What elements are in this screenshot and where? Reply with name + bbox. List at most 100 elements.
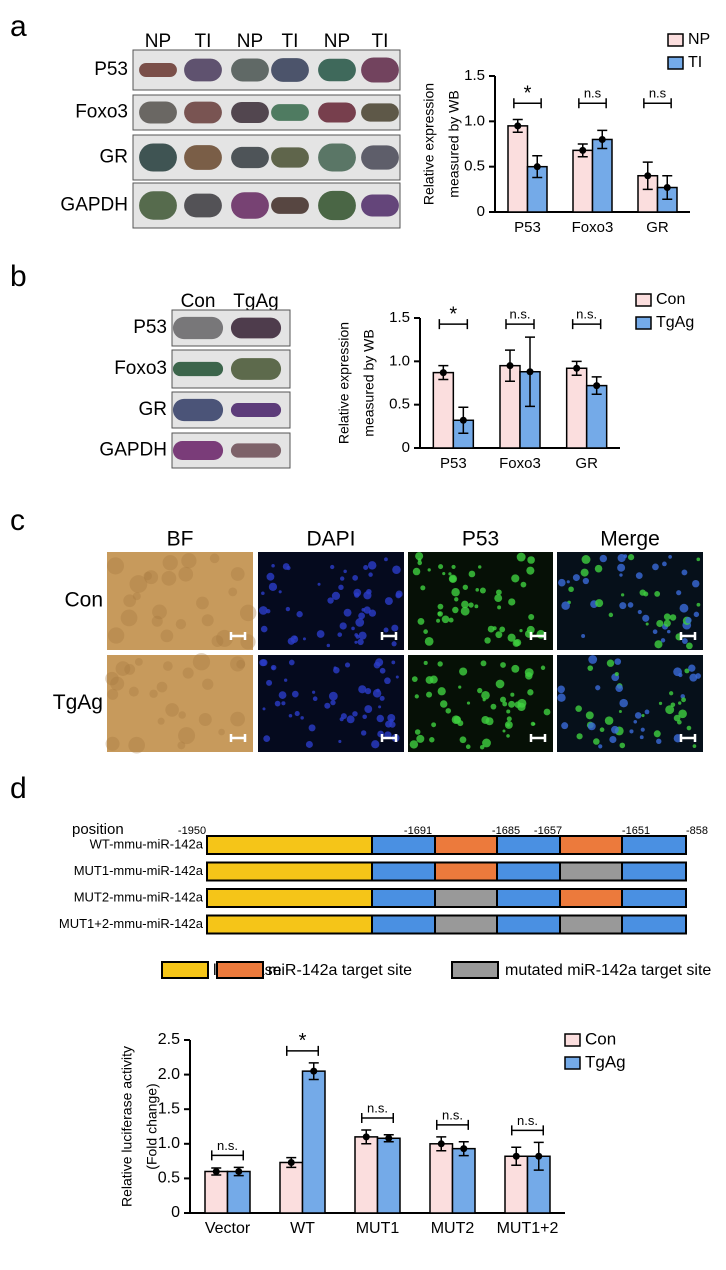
cell (230, 567, 245, 581)
cell (528, 614, 535, 621)
cell (371, 740, 380, 749)
cell (144, 570, 159, 585)
cell (627, 554, 635, 561)
cell (524, 668, 534, 677)
cell (693, 611, 700, 618)
cell (228, 587, 238, 597)
significance-bracket (513, 98, 542, 109)
blot-band (271, 147, 309, 168)
cell (420, 585, 426, 591)
cell (352, 711, 358, 717)
data-point (437, 1140, 445, 1148)
cell (378, 705, 382, 709)
x-tick-label: P53 (514, 219, 541, 236)
bar (572, 149, 594, 213)
cell (288, 713, 293, 718)
cell (497, 605, 502, 610)
cell (392, 565, 401, 574)
blot-band (172, 398, 224, 422)
cell (278, 590, 282, 594)
cell (557, 693, 566, 702)
cell (438, 564, 444, 570)
data-point (514, 122, 522, 130)
construct-segment (371, 888, 436, 908)
data-point (644, 172, 652, 180)
cell (379, 667, 386, 674)
legend-swatch (635, 293, 652, 307)
position-tick: -1657 (534, 825, 562, 837)
construct-label: WT-mmu-miR-142a (90, 836, 204, 851)
construct-segment (559, 835, 623, 855)
cell (466, 701, 471, 705)
significance-bracket (643, 98, 672, 109)
cell (281, 701, 286, 706)
cell (291, 690, 299, 698)
lane-label: TgAg (233, 291, 278, 312)
cell (151, 615, 163, 627)
x-tick-label: WT (290, 1220, 315, 1237)
cell (391, 624, 399, 632)
cell (218, 728, 225, 736)
column-label: Merge (600, 528, 660, 551)
legend-label: NP (688, 31, 710, 48)
x-tick-label: P53 (440, 455, 467, 472)
cell (258, 606, 268, 615)
cell (274, 700, 281, 707)
cell (499, 626, 506, 633)
y-tick-label: 1.5 (158, 1100, 180, 1117)
data-point (535, 1152, 543, 1160)
protein-label: GR (139, 399, 168, 420)
cell (582, 577, 590, 585)
cell (519, 628, 523, 633)
cell (128, 736, 145, 754)
cell (678, 701, 682, 705)
cell (510, 692, 515, 697)
cell (362, 714, 367, 720)
cell (333, 666, 340, 674)
cell (614, 658, 622, 665)
position-tick: -1651 (622, 825, 650, 837)
cell (368, 572, 373, 577)
cell (527, 689, 534, 696)
construct-segment (621, 888, 687, 908)
y-axis-label: Relative expression (421, 83, 437, 205)
cell (128, 686, 139, 697)
cell (618, 710, 622, 714)
cell (629, 729, 634, 734)
cell (308, 724, 316, 732)
y-tick-label: 1.0 (158, 1135, 180, 1152)
cell (595, 685, 601, 691)
blot-band (231, 58, 269, 82)
significance-label: * (299, 1030, 307, 1052)
cell (266, 679, 273, 686)
cell (653, 730, 661, 738)
cell (662, 561, 667, 567)
cell (344, 662, 351, 668)
cell (496, 589, 502, 596)
cell (581, 555, 591, 564)
blot-band (139, 62, 177, 78)
cell (656, 738, 662, 745)
cell (429, 737, 435, 743)
cell (152, 604, 167, 620)
cell (201, 614, 214, 627)
cell (198, 713, 212, 726)
cell (652, 629, 658, 635)
cell (454, 597, 459, 602)
cell (384, 677, 391, 685)
cell (461, 600, 469, 609)
cell (595, 599, 604, 608)
cell (436, 618, 441, 623)
cell (431, 722, 437, 728)
cell (340, 713, 347, 720)
scale-bar (380, 734, 398, 742)
cell (355, 618, 365, 627)
cell (520, 581, 527, 588)
y-axis-label: (Fold change) (144, 1083, 160, 1169)
construct-label: MUT1-mmu-miR-142a (74, 863, 204, 878)
cell (163, 661, 173, 671)
cell (417, 560, 423, 566)
cell (540, 665, 546, 670)
column-label: BF (167, 528, 194, 551)
construct-segment (621, 835, 687, 855)
